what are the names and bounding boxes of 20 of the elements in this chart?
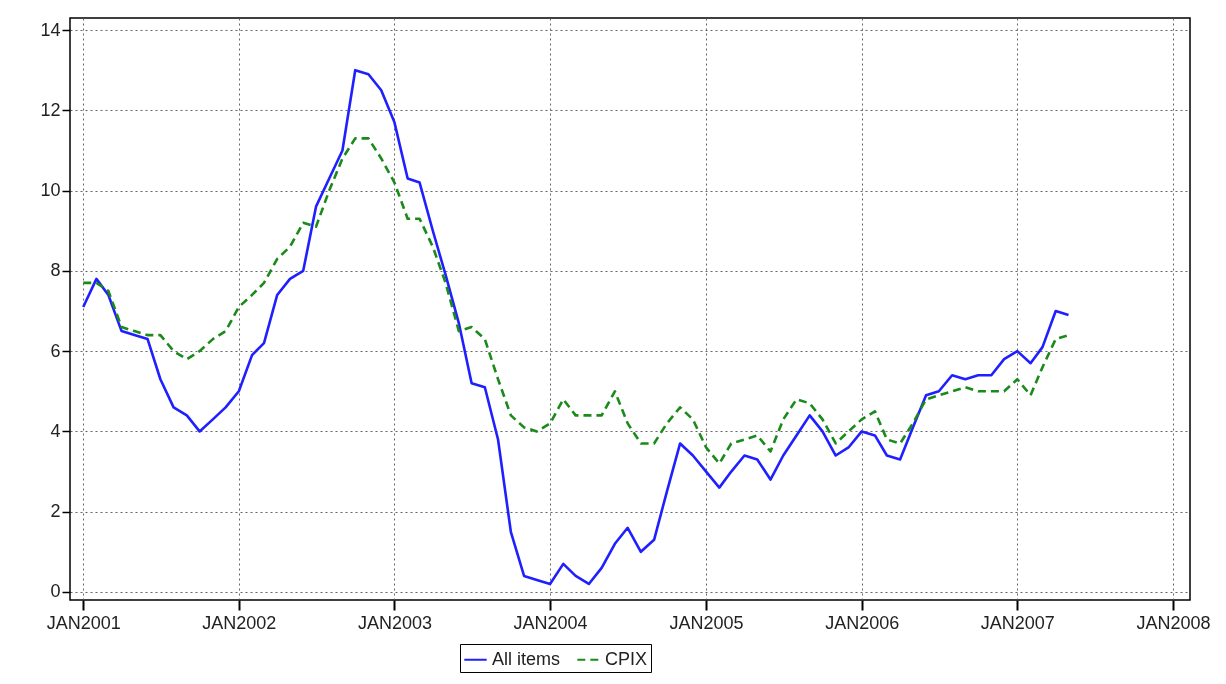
x-tick-label: JAN2002 [202,612,277,633]
x-tick-label: JAN2003 [357,612,432,633]
x-tick-label: JAN2005 [669,612,744,633]
x-tick-label: JAN2006 [825,612,900,633]
line-series [81,137,1070,465]
line-series [81,68,1070,586]
y-tick-label: 6 [50,340,61,361]
y-tick-label: 14 [40,19,61,40]
legend-label: All items [492,648,561,669]
x-tick-label: JAN2008 [1136,612,1211,633]
x-tick-label: JAN2004 [513,612,588,633]
y-tick-label: 12 [40,99,61,120]
y-tick-label: 0 [50,581,61,602]
y-tick-label: 4 [50,420,61,441]
y-tick-label: 8 [50,260,61,281]
y-tick-label: 2 [50,501,61,522]
x-tick-label: JAN2001 [46,612,121,633]
legend-label: CPIX [605,648,648,669]
y-tick-label: 10 [40,180,61,201]
x-tick-label: JAN2007 [980,612,1055,633]
